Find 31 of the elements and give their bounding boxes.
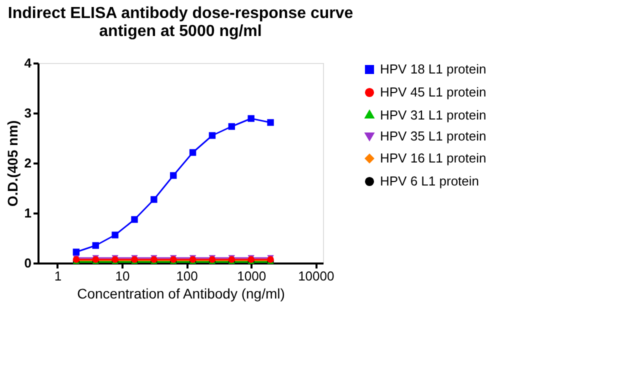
text: antigen at 5000 ng/ml <box>99 23 262 40</box>
legend-label: HPV 18 L1 protein <box>380 62 486 76</box>
point <box>208 132 216 139</box>
x-axis-title: Concentration of Antibody (ng/ml) <box>77 286 285 302</box>
point <box>248 115 254 122</box>
legend-label: HPV 35 L1 protein <box>380 128 486 144</box>
point <box>72 248 80 256</box>
y-tick-label: 2 <box>24 156 32 170</box>
point <box>131 216 138 223</box>
point <box>189 149 196 156</box>
y-tick-label: 1 <box>24 206 32 220</box>
point <box>92 242 99 249</box>
x-tick-label: 100 <box>176 268 198 284</box>
x-tick-label: 10 <box>115 268 130 284</box>
point <box>150 196 158 203</box>
point <box>112 232 118 238</box>
y-axis-title: O.D.(405 nm) <box>4 120 20 207</box>
point <box>228 123 236 130</box>
y-tick-label: 0 <box>24 256 32 270</box>
y-tick-label: 4 <box>24 56 32 70</box>
legend-label: HPV 31 L1 protein <box>380 108 486 122</box>
legend-label: HPV 6 L1 protein <box>380 174 480 188</box>
x-tick-label: 10000 <box>298 268 334 284</box>
point <box>267 119 274 126</box>
x-tick-label: 1000 <box>237 268 266 284</box>
legend-label: HPV 16 L1 protein <box>380 150 486 166</box>
x-tick-label: 1 <box>54 268 62 284</box>
text: Indirect ELISA antibody dose-response curve <box>8 5 354 22</box>
y-tick-label: 3 <box>24 106 32 120</box>
legend-label: HPV 45 L1 protein <box>380 84 486 100</box>
point <box>170 172 177 179</box>
